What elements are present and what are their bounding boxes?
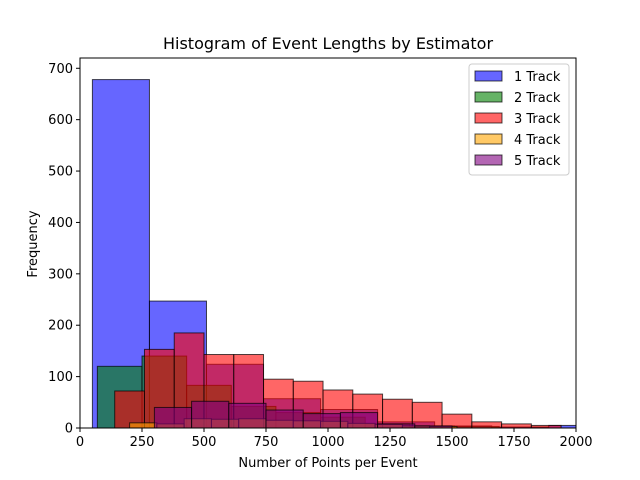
y-tick-label: 0: [65, 422, 73, 437]
x-tick-label: 1250: [373, 435, 406, 450]
legend-label-5-track: 5 Track: [514, 154, 561, 169]
x-tick-label: 2000: [559, 435, 592, 450]
bar-5-track-7: [414, 425, 453, 428]
legend-label-3-track: 3 Track: [514, 112, 561, 127]
y-tick-label: 100: [48, 370, 73, 385]
legend: 1 Track 2 Track 3 Track 4 Track 5 Track: [468, 63, 570, 176]
y-tick-label: 700: [48, 62, 73, 77]
bar-5-track-2: [228, 402, 267, 428]
y-tick-label: 300: [48, 267, 73, 282]
bar-3-track-11: [441, 413, 473, 428]
x-axis-label: Number of Points per Event: [238, 456, 417, 471]
legend-swatch-2-track: [474, 91, 503, 103]
legend-label-1-track: 1 Track: [514, 70, 561, 85]
bar-5-track-6: [377, 423, 416, 428]
chart-title: Histogram of Event Lengths by Estimator: [163, 34, 493, 53]
y-tick-label: 600: [48, 113, 73, 128]
x-tick-label: 1000: [311, 435, 344, 450]
x-tick-label: 500: [192, 435, 217, 450]
legend-swatch-1-track: [474, 70, 503, 82]
bars-layer: [91, 79, 576, 428]
bar-5-track-3: [265, 409, 304, 428]
y-axis-label: Frequency: [26, 210, 41, 277]
bar-3-track-12: [471, 421, 503, 428]
x-tick-label: 1500: [435, 435, 468, 450]
legend-swatch-5-track: [474, 154, 503, 166]
bar-4-track-0: [129, 422, 158, 428]
x-tick-label: 250: [130, 435, 155, 450]
legend-swatch-4-track: [474, 133, 503, 145]
legend-swatch-3-track: [474, 112, 503, 124]
y-tick-label: 200: [48, 319, 73, 334]
bar-5-track-5: [339, 412, 379, 428]
x-tick-label: 0: [76, 435, 84, 450]
legend-label-2-track: 2 Track: [514, 91, 561, 106]
bar-5-track-1: [191, 400, 230, 428]
bar-3-track-13: [501, 423, 532, 428]
x-tick-label: 1750: [497, 435, 530, 450]
y-tick-label: 400: [48, 216, 73, 231]
legend-label-4-track: 4 Track: [514, 133, 561, 148]
x-tick-label: 750: [254, 435, 279, 450]
axes-layer: 0 250 500 750 1000 1250 1500 1750 2000 0 100 200 300…: [48, 57, 593, 450]
bar-3-track-0: [114, 390, 145, 428]
bar-5-track-0: [153, 406, 193, 428]
y-tick-label: 500: [48, 165, 73, 180]
bar-3-track-10: [411, 401, 443, 428]
bar-5-track-4: [302, 413, 341, 428]
